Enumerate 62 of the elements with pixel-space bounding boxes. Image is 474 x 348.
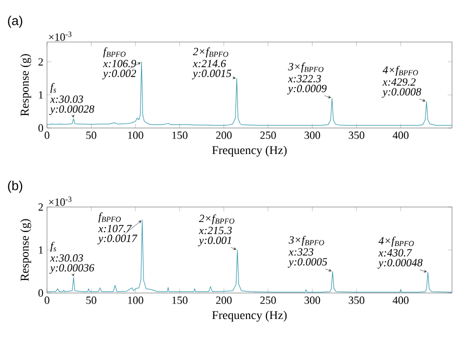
annotation: y:0.0005 (288, 258, 328, 268)
x-tick-label: 0 (44, 296, 50, 304)
x-tick-label: 150 (172, 296, 188, 304)
y-tick-label: 2 (38, 58, 43, 66)
x-tick-label: 300 (304, 296, 320, 304)
text: ×10$^{-3}$ (49, 32, 72, 41)
x-tick-label: 0 (44, 132, 50, 139)
annotation: x:323 (288, 248, 314, 256)
x-tick-label: 350 (348, 296, 364, 304)
x-axis-title: Frequency (Hz) (212, 146, 287, 157)
annotation: x:430.7 (378, 249, 412, 257)
y-tick-label: 0 (38, 289, 44, 297)
chart-title: (b) (8, 180, 22, 193)
annotation: 3×f$_{BPFO}$ (288, 236, 324, 246)
annotation: f$_{s}$ (50, 83, 56, 94)
x-tick-label: 300 (304, 132, 320, 139)
annotation: y:0.0015 (192, 70, 232, 80)
y-tick-label: 1 (38, 91, 43, 99)
annotation: 4×f$_{BPFO}$ (382, 66, 418, 76)
annotation: 2×f$_{BPFO}$ (192, 47, 228, 58)
annotation: x:106.9 (102, 60, 136, 68)
x-tick-label: 100 (128, 132, 144, 139)
y-axis-title: Response (g) (20, 54, 32, 116)
annotation: x:429.2 (382, 78, 416, 86)
x-tick-label: 150 (172, 132, 188, 139)
annotation: f$_{BPFO}$ (103, 47, 126, 58)
annotation: x:30.03 (50, 254, 84, 262)
annotation: y:0.001 (198, 236, 231, 246)
annotation: y:0.00036 (49, 264, 94, 274)
x-tick-label: 400 (392, 132, 409, 139)
x-tick-label: 400 (392, 296, 409, 304)
y-tick-label: 2 (38, 203, 43, 211)
annotation: x:322.3 (288, 75, 321, 82)
annotation: f$_{s}$ (50, 242, 56, 252)
annotation: x:215.3 (198, 226, 232, 234)
x-tick-label: 100 (128, 296, 144, 304)
annotation: 3×f$_{BPFO}$ (288, 62, 324, 73)
annotation: y:0.0008 (382, 88, 422, 98)
x-tick-label: 50 (86, 132, 96, 139)
annotation: 4×f$_{BPFO}$ (378, 236, 414, 247)
chart-title: (a) (8, 16, 22, 28)
x-axis-title: Frequency (Hz) (212, 310, 287, 322)
annotation: x:214.6 (192, 60, 226, 68)
annotation: 2×f$_{BPFO}$ (198, 214, 234, 224)
annotation: y:0.002 (102, 70, 136, 80)
annotation: y:0.0009 (287, 84, 327, 94)
x-tick-label: 200 (216, 132, 232, 139)
y-tick-label: 0 (38, 124, 44, 132)
annotation: y:0.00048 (378, 258, 422, 269)
annotation: x:107.7 (98, 224, 132, 232)
x-tick-label: 250 (260, 132, 276, 139)
x-tick-label: 200 (216, 296, 232, 304)
text: ×10$^{-3}$ (49, 196, 72, 206)
annotation: y:0.0017 (97, 234, 138, 244)
annotation: x:30.03 (50, 95, 84, 103)
y-axis-title: Response (g) (20, 219, 32, 282)
x-tick-label: 50 (86, 296, 96, 304)
x-tick-label: 250 (260, 296, 276, 304)
x-tick-label: 350 (348, 132, 364, 139)
y-tick-label: 1 (38, 246, 43, 254)
annotation: f$_{BPFO}$ (98, 212, 121, 222)
annotation: y:0.00028 (49, 105, 94, 115)
